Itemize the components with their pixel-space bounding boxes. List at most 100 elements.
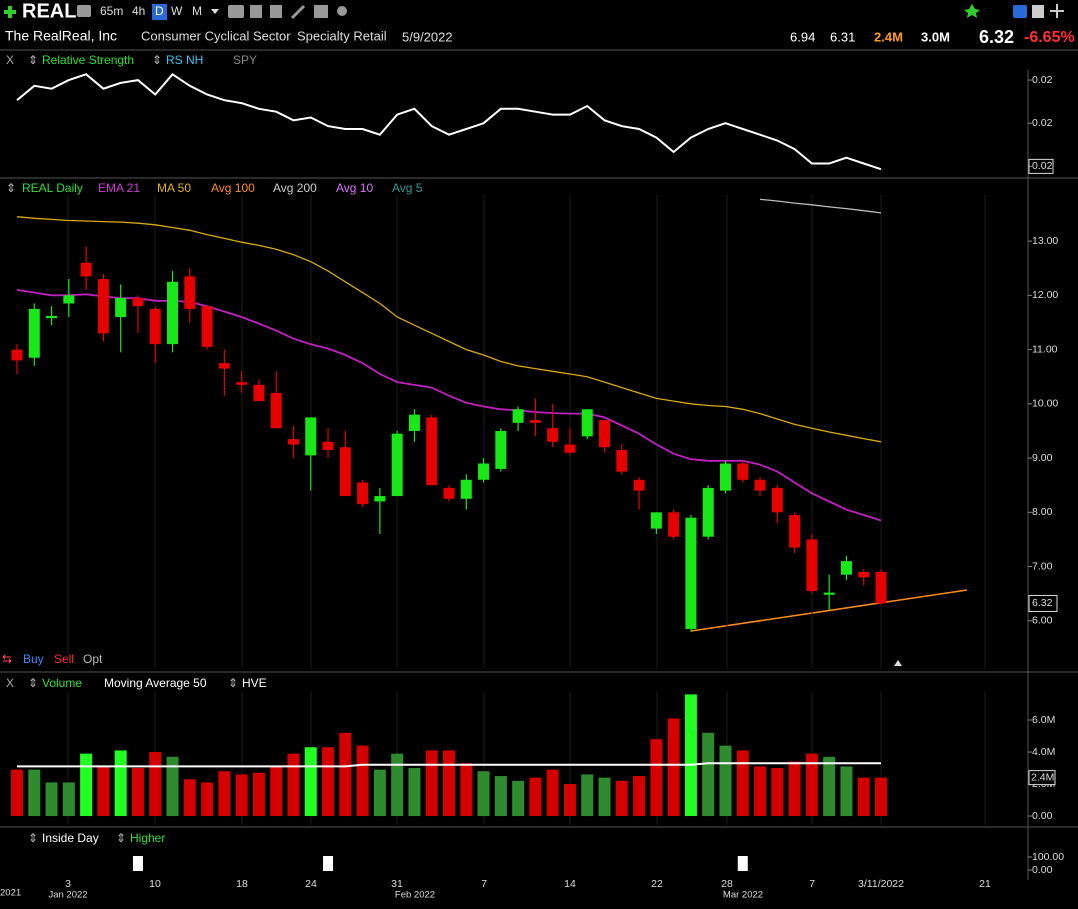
industry: Specialty Retail [297,28,387,43]
candle-body [46,315,58,319]
volume-bar [304,747,317,817]
star-icon[interactable] [964,4,980,18]
indicator-label[interactable]: MA 50 [157,181,191,195]
candle-body [512,409,524,423]
draw-icon[interactable] [290,4,306,20]
indicator-label[interactable]: REAL Daily [22,181,83,195]
volume-bar [270,766,283,817]
y-tick-label: 9.00 [1032,452,1053,464]
trendline [690,589,968,632]
volume-bar [80,753,93,817]
y-tick-label: 0.00 [1032,864,1053,876]
candle-body [529,420,541,423]
volume-bar [425,750,438,817]
arrows: ⇕ [6,181,16,195]
print-icon[interactable] [1032,5,1044,18]
close-button[interactable]: X [6,676,14,690]
month-label: 2021 [0,888,21,899]
interval[interactable]: D [155,4,164,18]
share-icon[interactable] [1013,5,1027,18]
indicator-label[interactable]: Volume [42,676,82,690]
candle-body [253,384,265,402]
candle-body [650,512,662,529]
add-icon[interactable] [4,6,16,18]
candle-body [754,479,766,491]
indicator-label[interactable]: Avg 10 [336,181,373,195]
candle-body [167,281,179,345]
indicator-label[interactable]: Inside Day [42,831,99,845]
y-tick-label: 12.00 [1032,289,1058,301]
volume-box [1028,770,1056,786]
change: -6.65% [1024,29,1075,46]
opt-button[interactable]: Opt [83,652,103,666]
interval[interactable]: 65m [100,4,123,18]
indicator-label[interactable]: Avg 200 [273,181,317,195]
volume-bar [823,756,836,817]
volume-bar [166,756,179,817]
volume-bar [719,745,732,817]
line [17,762,881,768]
candle-body [132,298,144,307]
trade-icon[interactable]: ⇆ [2,652,12,666]
volume-bar [581,774,594,817]
candle-body [270,392,282,429]
month-label: Jan 2022 [48,890,87,901]
volume-bar [494,776,507,817]
indicator-label[interactable]: Relative Strength [42,53,134,67]
tool-icon[interactable] [270,5,282,18]
dropdown[interactable] [211,9,219,14]
inside-day-marker [132,856,143,871]
indicator-label[interactable]: SPY [233,53,257,67]
indicator-label[interactable]: Avg 100 [211,181,255,195]
candle-body [702,487,714,537]
indicator-label[interactable]: Higher [130,831,165,845]
line [16,72,882,171]
sell-button[interactable]: Sell [54,652,74,666]
volume-bar [840,766,853,817]
indicator-label[interactable]: RS NH [166,53,203,67]
volume-bar [62,782,75,817]
volume-bar [771,768,784,817]
interval[interactable]: 4h [132,4,145,18]
settings-icon[interactable] [77,5,91,17]
tool-icon[interactable] [314,5,328,18]
close-button[interactable]: X [6,53,14,67]
volume-bar [45,782,58,817]
candle-body [443,487,455,499]
volume-bar [857,777,870,817]
arrows: ⇕ [28,831,38,845]
arrows: ⇕ [228,676,238,690]
volume-bar [529,777,542,817]
low: 6.31 [830,29,855,44]
indicator-label[interactable]: EMA 21 [98,181,140,195]
candle-body [668,512,680,537]
sector: Consumer Cyclical Sector [141,28,291,43]
interval[interactable]: W [171,4,183,18]
candle-body [97,279,109,334]
move-icon[interactable] [1050,4,1064,18]
candle-body [115,298,127,318]
volume-bar [754,766,767,817]
y-tick-label: 0.02 [1032,160,1053,172]
indicator-label[interactable]: Avg 5 [392,181,423,195]
arrows: ⇕ [28,53,38,67]
tool-icon[interactable] [250,5,262,18]
symbol[interactable]: REAL [22,0,76,22]
tool-icon[interactable] [337,6,347,16]
candle-body [339,447,351,497]
tool-icon[interactable] [228,5,244,18]
volume-bar [149,752,162,817]
y-tick-label: 6.00 [1032,615,1053,627]
volume-bar [235,774,248,817]
indicator-label[interactable]: Moving Average 50 [104,676,207,690]
volume-bar [28,769,41,817]
volume-bar [650,739,663,817]
candle-body [201,306,213,347]
volume-bar [788,761,801,817]
volume-bar [546,769,559,817]
inside-day-marker [323,856,334,871]
indicator-label[interactable]: HVE [242,676,267,690]
candle-body [184,276,196,309]
buy-button[interactable]: Buy [23,652,44,666]
interval[interactable]: M [192,4,202,18]
